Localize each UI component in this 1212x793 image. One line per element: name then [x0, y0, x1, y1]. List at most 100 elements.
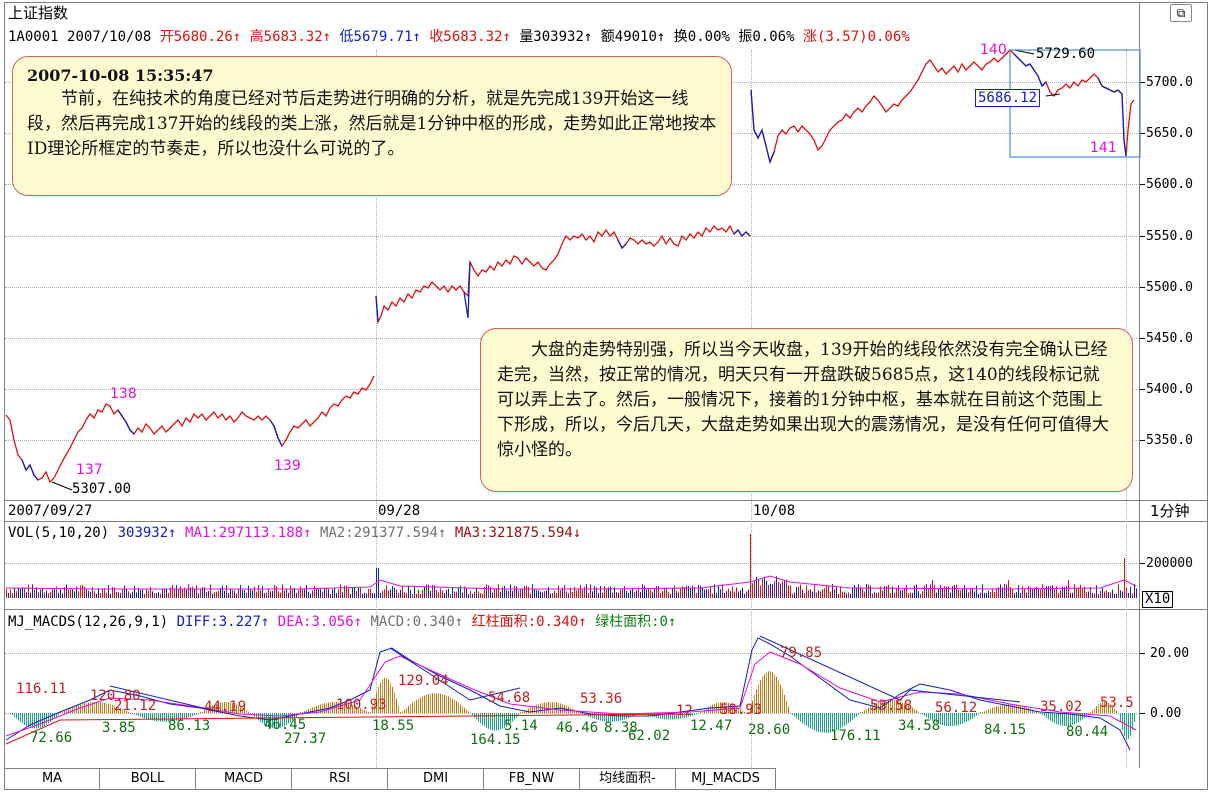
macd-bar	[420, 697, 421, 713]
macd-bar	[168, 713, 169, 722]
period-label[interactable]: 1分钟	[1150, 502, 1190, 520]
tab-macd[interactable]: MACD	[196, 768, 292, 789]
macd-bar	[60, 712, 61, 713]
macd-bar	[672, 713, 673, 720]
tab-dmi[interactable]: DMI	[388, 768, 484, 789]
volume-bar	[386, 585, 387, 598]
volume-bar	[130, 593, 131, 598]
volume-bar	[816, 592, 817, 598]
volume-bar	[780, 583, 781, 598]
macd-bar	[670, 713, 671, 720]
macd-bar	[172, 713, 173, 722]
volume-bar	[350, 593, 351, 598]
macd-bar	[356, 706, 357, 713]
volume-bar	[6, 589, 7, 598]
volume-bar	[618, 592, 619, 598]
macd-bar	[1120, 713, 1121, 723]
volume-bar	[172, 584, 173, 598]
macd-bar	[184, 713, 185, 719]
macd-bar	[82, 703, 83, 713]
macd-bar	[398, 705, 399, 713]
macd-bar	[312, 707, 313, 713]
macd-bar	[310, 708, 311, 713]
volume-bar	[378, 568, 379, 598]
price-line-day2	[375, 224, 751, 325]
volume-bar	[108, 585, 109, 598]
volume-bar	[196, 585, 197, 598]
volume-bar	[608, 587, 609, 598]
volume-bar	[964, 585, 965, 598]
volume-bar	[904, 588, 905, 598]
macd-bar	[768, 671, 769, 713]
volume-bar	[478, 591, 479, 598]
volume-bar	[1114, 593, 1115, 598]
volume-bar	[900, 590, 901, 598]
volume-bar	[542, 592, 543, 598]
macd-bar	[1002, 704, 1003, 713]
volume-bar	[704, 589, 705, 598]
tab-mj-macds[interactable]: MJ_MACDS	[676, 768, 776, 789]
macd-bar	[1116, 710, 1117, 713]
macd-bar	[164, 713, 165, 722]
volume-bar	[888, 584, 889, 598]
volume-bar	[560, 589, 561, 598]
macd-bar	[162, 713, 163, 722]
volume-bar	[270, 591, 271, 598]
volume-panel-header: VOL(5,10,20) 303932↑ MA1:297113.188↑ MA2…	[8, 525, 581, 541]
macd-bar	[30, 713, 31, 728]
macd-bar	[22, 713, 23, 724]
macd-trend-line	[5, 713, 681, 745]
volume-bar	[246, 592, 247, 598]
volume-bar	[60, 589, 61, 598]
volume-bar	[1096, 585, 1097, 598]
macd-bar	[538, 704, 539, 713]
macd-bar	[408, 706, 409, 713]
volume-bar	[1076, 587, 1077, 598]
volume-bar	[728, 588, 729, 598]
volume-bar	[616, 591, 617, 598]
volume-bar	[132, 591, 133, 598]
macd-bar	[338, 702, 339, 713]
macd-bar	[200, 712, 201, 713]
tab-rsi[interactable]: RSI	[292, 768, 388, 789]
volume-bar	[846, 593, 847, 598]
macd-bar	[118, 707, 119, 713]
volume-bar	[342, 592, 343, 598]
macd-bar	[304, 711, 305, 713]
volume-bar	[1100, 590, 1101, 598]
volume-bar	[564, 584, 565, 598]
up-arrow-icon: ↑	[260, 614, 270, 630]
volume-bar	[68, 589, 69, 598]
volume-bar	[718, 586, 719, 598]
volume-bar	[374, 593, 375, 598]
tab-ma-area[interactable]: 均线面积-	[580, 768, 676, 789]
volume-bar	[886, 585, 887, 598]
macd-bar	[974, 713, 975, 718]
macd-bar	[1004, 704, 1005, 713]
window-restore-icon[interactable]: ⧉	[1170, 4, 1192, 22]
volume-bar	[1024, 589, 1025, 598]
volume-bar	[746, 591, 747, 598]
macd-bar	[694, 713, 695, 716]
macd-bar	[936, 713, 937, 723]
turnover-value: 换0.00%	[673, 29, 730, 45]
volume-bar	[216, 591, 217, 598]
tab-fb-nw[interactable]: FB_NW	[484, 768, 580, 789]
date-label-2: 09/28	[378, 503, 421, 519]
tab-boll[interactable]: BOLL	[100, 768, 196, 789]
macd-bar	[120, 708, 121, 713]
macd-bar	[444, 694, 445, 713]
macd-bar	[752, 700, 753, 713]
macd-bar	[478, 713, 479, 722]
volume-bar	[186, 589, 187, 598]
volume-bar	[124, 585, 125, 598]
macd-bar	[978, 713, 979, 715]
tab-ma[interactable]: MA	[4, 768, 100, 789]
price-tick-label: 5600.0	[1146, 177, 1193, 192]
macd-bar	[466, 709, 467, 713]
volume-bar	[120, 593, 121, 598]
volume-bar	[26, 592, 27, 598]
macd-bar	[102, 702, 103, 713]
macd-green-label: 8.38	[604, 720, 638, 736]
macd-bar	[138, 713, 139, 717]
